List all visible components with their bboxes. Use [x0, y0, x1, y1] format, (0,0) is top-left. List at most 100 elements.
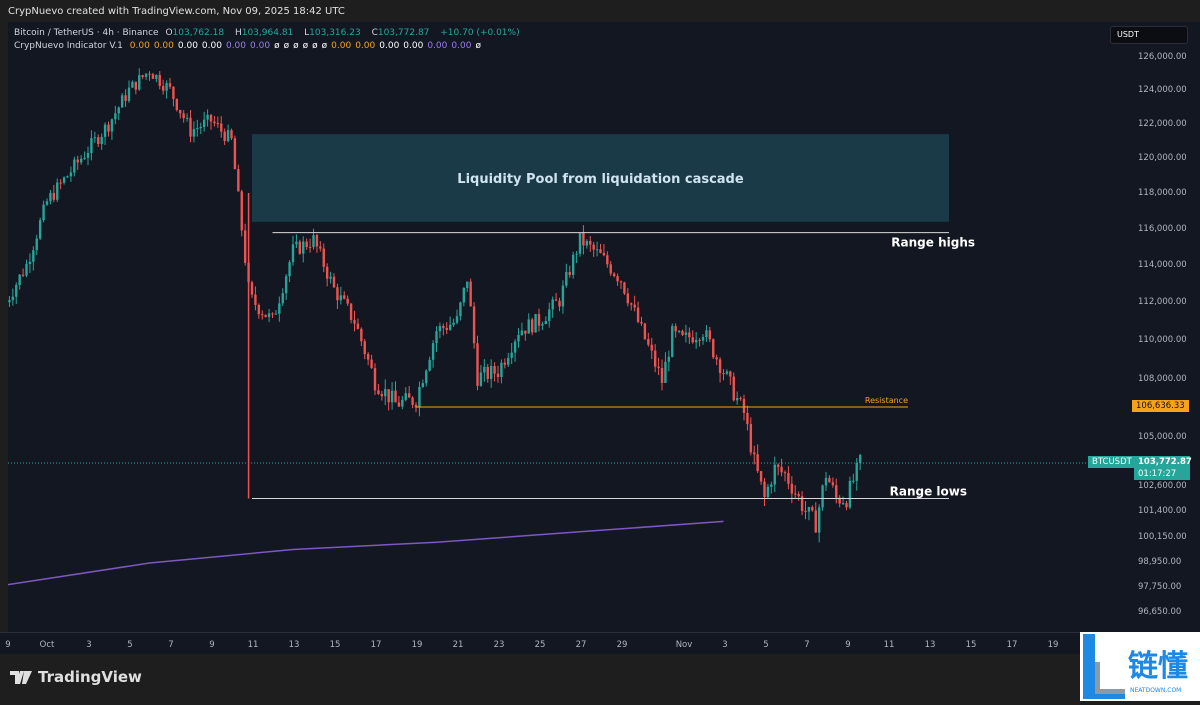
candle-body	[694, 339, 698, 343]
currency-button[interactable]: USDT	[1110, 26, 1188, 44]
candle-body	[773, 464, 776, 485]
symbol-title: Bitcoin / TetherUS · 4h · Binance	[14, 28, 159, 38]
candle-body	[503, 362, 507, 365]
candle-body	[452, 322, 455, 325]
candle-body	[25, 264, 28, 276]
date-tick: 19	[1047, 640, 1059, 650]
candle-body	[756, 454, 759, 472]
candle-body	[298, 241, 302, 254]
candle-body	[59, 182, 62, 184]
date-tick: 15	[965, 640, 977, 650]
candle-body	[291, 244, 295, 263]
indicator-title: CrypNuevo Indicator V.1	[14, 41, 123, 51]
candle-body	[838, 497, 841, 504]
candle-body	[476, 343, 479, 386]
date-tick: 7	[804, 640, 810, 650]
candle-body	[578, 232, 582, 254]
tradingview-logo: TradingView	[10, 668, 142, 686]
price-tick: 108,000.00	[1138, 374, 1187, 384]
candle-body	[643, 323, 647, 340]
candle-body	[349, 303, 353, 320]
candle-body	[387, 389, 390, 403]
date-tick: Oct	[39, 640, 55, 650]
candle-body	[459, 302, 462, 317]
candle-body	[602, 252, 606, 256]
candle-body	[530, 319, 534, 333]
candle-body	[202, 119, 206, 127]
date-tick: 27	[575, 640, 587, 650]
price-tick: 98,950.00	[1138, 557, 1182, 567]
candle-body	[845, 503, 848, 508]
candle-body	[401, 399, 404, 407]
candle-body	[79, 158, 83, 163]
candle-body	[315, 235, 319, 247]
candle-body	[360, 328, 363, 342]
candle-body	[534, 314, 537, 333]
candle-body	[537, 314, 541, 326]
svg-text:链懂: 链懂	[1128, 649, 1188, 684]
date-tick: 9	[209, 640, 215, 650]
price-tick: 100,150.00	[1138, 532, 1187, 542]
candle-body	[11, 296, 15, 301]
candle-body	[489, 366, 493, 379]
indicator-value: 0.00	[225, 41, 247, 51]
candle-body	[551, 299, 554, 310]
candle-body	[148, 73, 151, 75]
date-tick: 17	[370, 640, 382, 650]
candle-body	[753, 452, 756, 455]
date-tick: 19	[411, 640, 423, 650]
indicator-value: 0.00	[250, 41, 271, 51]
date-tick: 21	[452, 640, 464, 650]
candle-body	[407, 393, 411, 398]
indicator-value: 0.00	[153, 41, 174, 51]
candle-body	[585, 240, 589, 246]
candle-body	[483, 366, 486, 373]
time-axis[interactable]	[0, 632, 1086, 654]
indicator-legend[interactable]: CrypNuevo Indicator V.1 0.00 0.00 0.00 0.00…	[14, 41, 485, 51]
date-tick: 13	[288, 640, 300, 650]
candle-body	[821, 485, 824, 508]
candle-body	[45, 201, 49, 205]
candle-body	[124, 95, 127, 101]
candle-body	[513, 341, 517, 353]
candle-body	[609, 264, 612, 274]
date-tick: 11	[247, 640, 259, 650]
candle-body	[677, 330, 681, 332]
candle-body	[216, 123, 220, 125]
date-tick: 3	[86, 640, 92, 650]
candle-body	[486, 366, 489, 379]
candle-body	[189, 117, 192, 137]
candle-body	[735, 398, 739, 401]
candle-body	[377, 390, 380, 394]
candle-body	[418, 386, 421, 408]
chart-pane[interactable]: Liquidity Pool from liquidation cascade R…	[8, 22, 1200, 632]
candle-body	[715, 357, 718, 360]
candle-body	[138, 75, 141, 90]
candle-body	[226, 130, 230, 142]
candle-body	[346, 298, 349, 304]
price-chart[interactable]: Liquidity Pool from liquidation cascade R…	[8, 22, 1200, 632]
change-value: +10.70 (+0.01%)	[440, 28, 520, 38]
candle-body	[599, 249, 602, 253]
candle-body	[250, 282, 254, 295]
candle-body	[824, 477, 828, 486]
liquidity-zone-label: Liquidity Pool from liquidation cascade	[457, 172, 744, 187]
candle-body	[28, 261, 32, 265]
candle-body	[732, 376, 735, 401]
candle-body	[397, 402, 401, 407]
candle-body	[520, 330, 524, 335]
candle-body	[445, 327, 448, 330]
candle-body	[240, 191, 243, 231]
indicator-value: ø	[293, 41, 299, 51]
candle-body	[356, 323, 360, 329]
low-value: 103,316.23	[309, 28, 361, 38]
resistance-label: Resistance	[865, 396, 908, 405]
candle-body	[336, 287, 339, 301]
brand-name: TradingView	[38, 668, 142, 686]
date-tick: 23	[493, 640, 505, 650]
price-tick: 122,000.00	[1138, 119, 1187, 129]
candle-body	[390, 390, 394, 403]
candle-body	[168, 83, 172, 87]
date-tick: 25	[534, 640, 546, 650]
date-tick: 17	[1006, 640, 1018, 650]
